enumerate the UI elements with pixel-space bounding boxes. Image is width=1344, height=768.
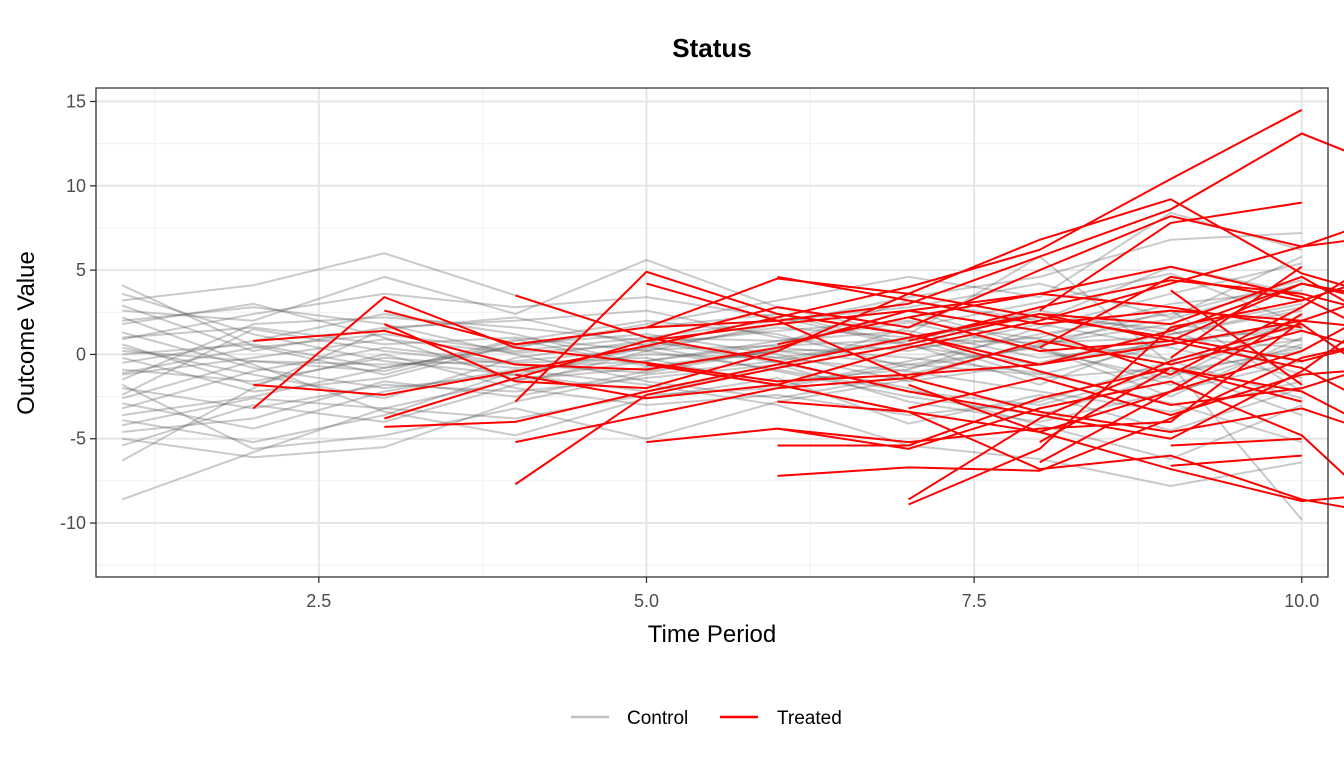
treated-series-line xyxy=(908,383,1344,503)
control-series-line xyxy=(122,353,1303,444)
control-series-line xyxy=(122,302,1302,459)
treated-series-line xyxy=(1039,366,1303,443)
control-series-line xyxy=(122,339,1303,461)
treated-series-line xyxy=(1039,201,1302,312)
y-tick-label: 15 xyxy=(66,91,86,111)
treated-series-line xyxy=(384,279,1344,420)
y-tick-label: 0 xyxy=(76,344,86,364)
control-series-line xyxy=(122,368,1302,487)
legend: Control Treated xyxy=(571,708,842,729)
x-tick-label: 7.5 xyxy=(962,591,987,611)
chart-title: Status xyxy=(672,33,751,63)
control-series-line xyxy=(122,336,1302,366)
x-axis-title: Time Period xyxy=(648,621,776,648)
legend-control-label: Control xyxy=(627,708,688,729)
treated-series-line xyxy=(515,377,1344,444)
control-series-line xyxy=(122,255,1303,521)
y-tick-label: -5 xyxy=(70,429,86,449)
panel-border xyxy=(95,87,1329,578)
treated-series-line xyxy=(908,322,1344,501)
y-axis: -10 -5 0 5 10 15 xyxy=(60,91,96,533)
treated-series-line xyxy=(646,363,1344,509)
treated-series-line xyxy=(908,370,1344,417)
grid-major xyxy=(96,88,1328,577)
treated-series-line xyxy=(252,295,1302,410)
grid-minor xyxy=(96,88,1328,577)
treated-series-line xyxy=(514,270,1344,407)
treated-series-line xyxy=(1039,275,1302,349)
treated-series-line xyxy=(515,294,1344,440)
legend-treated-label: Treated xyxy=(777,708,842,729)
x-axis: 2.5 5.0 7.5 10.0 xyxy=(306,577,1319,611)
y-tick-label: 10 xyxy=(66,176,86,196)
control-series-line xyxy=(122,319,1302,383)
y-tick-label: -10 xyxy=(60,513,86,533)
treated-series-line xyxy=(253,109,1303,396)
treated-series-line xyxy=(908,282,1344,353)
control-series-line xyxy=(121,343,1303,417)
control-series-line xyxy=(122,306,1302,400)
y-tick-label: 5 xyxy=(76,260,86,280)
treated-series-line xyxy=(514,275,1344,486)
treated-series-line xyxy=(384,132,1344,346)
treated-series-line xyxy=(515,230,1344,400)
treated-series-line xyxy=(777,275,1344,327)
control-series-line xyxy=(121,326,1303,417)
treated-series-line xyxy=(384,312,1344,428)
y-axis-title: Outcome Value xyxy=(13,251,40,415)
treated-series-line xyxy=(1170,289,1303,386)
treated-series-line xyxy=(1170,437,1302,447)
treated-series-line xyxy=(253,292,1302,371)
control-series-line xyxy=(122,211,1303,369)
control-series-line xyxy=(122,306,1302,417)
treated-series-line xyxy=(646,215,1344,342)
control-series-line xyxy=(121,282,1303,450)
control-series-line xyxy=(121,272,1303,393)
x-tick-label: 10.0 xyxy=(1284,591,1319,611)
control-series-line xyxy=(122,319,1302,376)
control-series-line xyxy=(121,309,1303,398)
treated-series-line xyxy=(646,282,1344,380)
treated-series-line xyxy=(1039,313,1303,464)
treated-series-line xyxy=(777,347,1344,477)
treated-series-line xyxy=(777,282,1344,366)
treated-series-line xyxy=(1170,265,1303,359)
treated-series-line xyxy=(1170,454,1302,467)
control-series-line xyxy=(122,252,1303,380)
x-tick-label: 2.5 xyxy=(306,591,331,611)
control-series-line xyxy=(121,232,1302,447)
control-lines xyxy=(121,211,1303,521)
x-tick-label: 5.0 xyxy=(634,591,659,611)
treated-series-line xyxy=(646,305,1344,444)
treated-series-line xyxy=(777,380,1344,476)
treated-series-line xyxy=(908,286,1344,506)
treated-series-line xyxy=(908,279,1344,342)
treated-lines xyxy=(252,109,1344,509)
